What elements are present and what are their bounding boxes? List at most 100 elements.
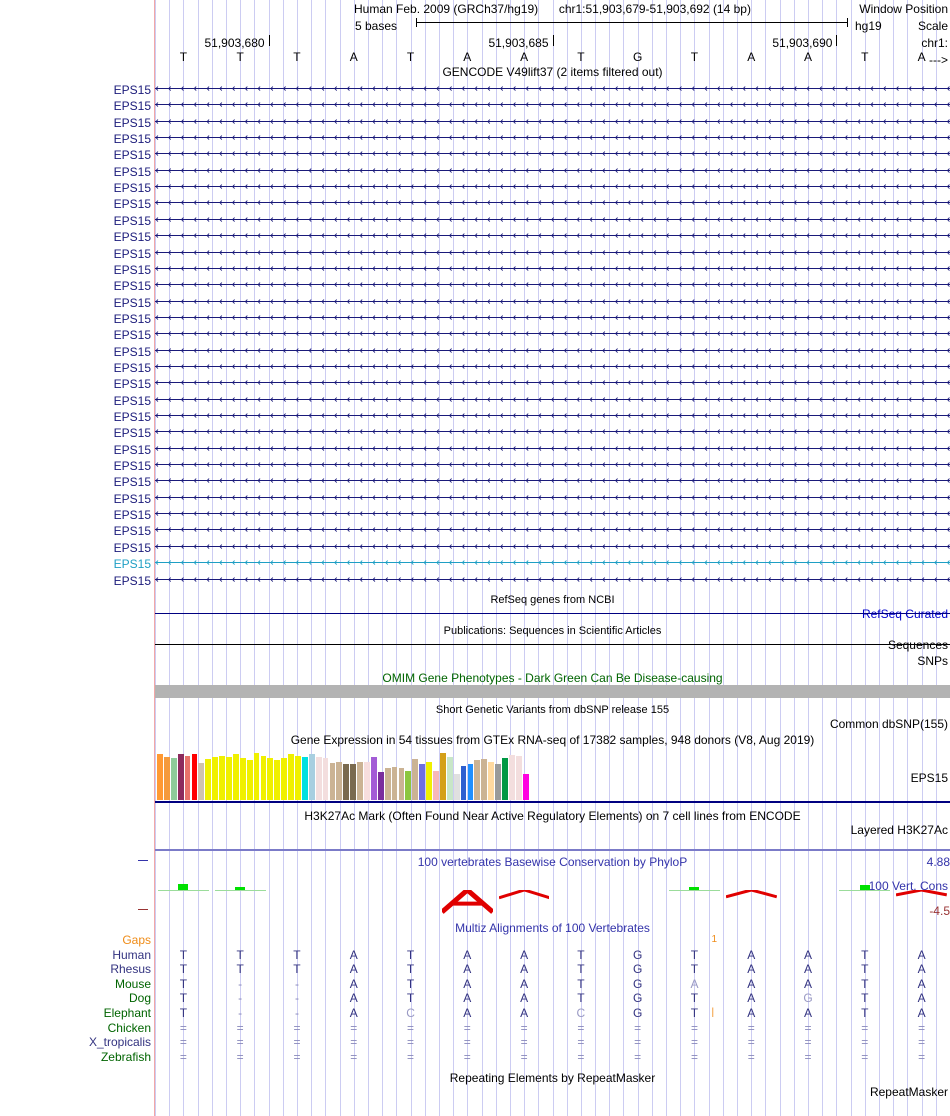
gtex-tissue-bar[interactable] <box>205 759 212 800</box>
gencode-gene-row[interactable]: ←←←←←←←←←←←←←←←←←←←←←←←←←←←←←←←←←←←←←←←←… <box>155 360 950 374</box>
gtex-tissue-bar[interactable] <box>398 767 405 800</box>
gtex-tissue-bar[interactable] <box>329 762 336 800</box>
gencode-gene-label[interactable]: EPS15 <box>113 410 151 424</box>
gtex-tissue-bar[interactable] <box>260 756 267 800</box>
gencode-gene-label[interactable]: EPS15 <box>113 573 151 588</box>
gencode-gene-row[interactable]: ←←←←←←←←←←←←←←←←←←←←←←←←←←←←←←←←←←←←←←←←… <box>155 147 950 161</box>
gencode-gene-label[interactable]: EPS15 <box>113 442 151 457</box>
gencode-gene-label[interactable]: EPS15 <box>113 230 151 245</box>
gencode-gene-row[interactable]: ←←←←←←←←←←←←←←←←←←←←←←←←←←←←←←←←←←←←←←←←… <box>155 196 950 210</box>
multiz-species-row[interactable]: = = = = = = = = = = = = = = <box>155 1036 950 1048</box>
gtex-tissue-bar[interactable] <box>288 754 294 800</box>
gtex-tissue-bar[interactable] <box>253 753 260 800</box>
gtex-label[interactable]: EPS15 <box>910 771 948 785</box>
gencode-gene-row[interactable]: ←←←←←←←←←←←←←←←←←←←←←←←←←←←←←←←←←←←←←←←←… <box>155 458 950 472</box>
gtex-tissue-bar[interactable] <box>274 760 281 800</box>
gtex-tissue-bar[interactable] <box>226 757 232 800</box>
multiz-species-row[interactable]: = = = = = = = = = = = = = = <box>155 1051 950 1063</box>
conservation-chart[interactable] <box>155 866 950 914</box>
gtex-tissue-bar[interactable] <box>184 756 191 800</box>
gencode-gene-row[interactable]: ←←←←←←←←←←←←←←←←←←←←←←←←←←←←←←←←←←←←←←←←… <box>155 82 950 96</box>
gencode-gene-label[interactable]: EPS15 <box>113 148 151 163</box>
gtex-tissue-bar[interactable] <box>488 761 495 800</box>
multiz-species-label[interactable]: Human <box>112 947 151 962</box>
gtex-tissue-bar[interactable] <box>377 771 384 800</box>
gencode-gene-row[interactable]: ←←←←←←←←←←←←←←←←←←←←←←←←←←←←←←←←←←←←←←←←… <box>155 573 950 587</box>
gtex-tissue-bar[interactable] <box>391 766 398 800</box>
gencode-gene-row[interactable]: ←←←←←←←←←←←←←←←←←←←←←←←←←←←←←←←←←←←←←←←←… <box>155 393 950 407</box>
multiz-species-label[interactable]: Rhesus <box>110 962 151 977</box>
gencode-gene-label[interactable]: EPS15 <box>113 295 151 310</box>
gtex-tissue-bar[interactable] <box>426 761 432 800</box>
gtex-tissue-bar[interactable] <box>157 754 163 800</box>
gencode-gene-row[interactable]: ←←←←←←←←←←←←←←←←←←←←←←←←←←←←←←←←←←←←←←←←… <box>155 295 950 309</box>
gencode-gene-row[interactable]: ←←←←←←←←←←←←←←←←←←←←←←←←←←←←←←←←←←←←←←←←… <box>155 556 950 570</box>
gtex-tissue-bar[interactable] <box>336 761 343 800</box>
h3k27ac-label[interactable]: Layered H3K27Ac <box>850 823 948 837</box>
gencode-gene-row[interactable]: ←←←←←←←←←←←←←←←←←←←←←←←←←←←←←←←←←←←←←←←←… <box>155 262 950 276</box>
gtex-tissue-bar[interactable] <box>508 755 515 800</box>
gencode-gene-row[interactable]: ←←←←←←←←←←←←←←←←←←←←←←←←←←←←←←←←←←←←←←←←… <box>155 474 950 488</box>
gencode-gene-label[interactable]: EPS15 <box>113 459 151 474</box>
gencode-gene-label[interactable]: EPS15 <box>113 99 151 114</box>
gencode-gene-row[interactable]: ←←←←←←←←←←←←←←←←←←←←←←←←←←←←←←←←←←←←←←←←… <box>155 409 950 423</box>
multiz-species-label[interactable]: Chicken <box>107 1020 151 1035</box>
gencode-gene-label[interactable]: EPS15 <box>113 557 151 572</box>
gencode-gene-row[interactable]: ←←←←←←←←←←←←←←←←←←←←←←←←←←←←←←←←←←←←←←←←… <box>155 311 950 325</box>
gtex-tissue-bar[interactable] <box>495 763 501 800</box>
gencode-gene-label[interactable]: EPS15 <box>113 491 151 506</box>
gencode-gene-row[interactable]: ←←←←←←←←←←←←←←←←←←←←←←←←←←←←←←←←←←←←←←←←… <box>155 523 950 537</box>
repeatmasker-label[interactable]: RepeatMasker <box>869 1085 948 1099</box>
gencode-gene-label[interactable]: EPS15 <box>113 279 151 294</box>
gencode-gene-row[interactable]: ←←←←←←←←←←←←←←←←←←←←←←←←←←←←←←←←←←←←←←←←… <box>155 376 950 390</box>
gtex-tissue-bar[interactable] <box>439 753 446 800</box>
multiz-species-label[interactable]: Dog <box>128 991 151 1006</box>
gtex-tissue-bar[interactable] <box>343 763 350 800</box>
gtex-tissue-bar[interactable] <box>322 758 329 800</box>
multiz-species-label[interactable]: Elephant <box>103 1006 151 1020</box>
gtex-tissue-bar[interactable] <box>467 763 474 800</box>
gencode-gene-row[interactable]: ←←←←←←←←←←←←←←←←←←←←←←←←←←←←←←←←←←←←←←←←… <box>155 213 950 227</box>
gencode-gene-label[interactable]: EPS15 <box>113 426 151 441</box>
gtex-tissue-bar[interactable] <box>419 763 426 800</box>
gencode-gene-label[interactable]: EPS15 <box>113 377 151 392</box>
gencode-gene-row[interactable]: ←←←←←←←←←←←←←←←←←←←←←←←←←←←←←←←←←←←←←←←←… <box>155 164 950 178</box>
gtex-tissue-bar[interactable] <box>308 754 315 800</box>
gtex-tissue-bar[interactable] <box>232 754 239 800</box>
gtex-tissue-bar[interactable] <box>301 757 308 800</box>
gencode-gene-label[interactable]: EPS15 <box>113 524 151 539</box>
gencode-gene-label[interactable]: EPS15 <box>113 475 151 490</box>
gtex-tissue-bar[interactable] <box>357 761 363 800</box>
gtex-tissue-bar[interactable] <box>350 763 357 800</box>
gencode-gene-label[interactable]: EPS15 <box>113 508 151 523</box>
gtex-tissue-bar[interactable] <box>163 757 170 800</box>
gtex-tissue-bar[interactable] <box>295 756 301 800</box>
gtex-tissue-bar[interactable] <box>515 756 522 800</box>
gtex-tissue-bar[interactable] <box>460 765 467 800</box>
multiz-species-label[interactable]: Mouse <box>114 976 151 991</box>
gtex-tissue-bar[interactable] <box>281 758 288 800</box>
gencode-gene-row[interactable]: ←←←←←←←←←←←←←←←←←←←←←←←←←←←←←←←←←←←←←←←←… <box>155 507 950 521</box>
refseq-label[interactable]: RefSeq Curated <box>861 607 948 621</box>
gtex-tissue-bar[interactable] <box>219 756 225 800</box>
multiz-species-label[interactable]: X_tropicalis <box>88 1035 151 1050</box>
gencode-gene-row[interactable]: ←←←←←←←←←←←←←←←←←←←←←←←←←←←←←←←←←←←←←←←←… <box>155 425 950 439</box>
gtex-tissue-bar[interactable] <box>474 760 481 800</box>
gencode-gene-row[interactable]: ←←←←←←←←←←←←←←←←←←←←←←←←←←←←←←←←←←←←←←←←… <box>155 131 950 145</box>
gtex-tissue-bar[interactable] <box>239 758 246 800</box>
position-text[interactable]: chr1:51,903,679-51,903,692 (14 bp) <box>558 2 751 16</box>
gtex-tissue-bar[interactable] <box>405 770 412 800</box>
gtex-tissue-bar[interactable] <box>384 767 391 800</box>
gtex-tissue-bar[interactable] <box>412 759 419 800</box>
gtex-tissue-bar[interactable] <box>170 758 177 800</box>
gencode-gene-label[interactable]: EPS15 <box>113 360 151 375</box>
multiz-species-label[interactable]: Zebrafish <box>100 1049 151 1064</box>
gtex-tissue-bar[interactable] <box>481 759 488 800</box>
gtex-tissue-bar[interactable] <box>370 757 377 800</box>
gencode-gene-label[interactable]: EPS15 <box>113 197 151 212</box>
gencode-gene-label[interactable]: EPS15 <box>113 328 151 343</box>
gtex-bar-chart[interactable] <box>155 748 950 800</box>
